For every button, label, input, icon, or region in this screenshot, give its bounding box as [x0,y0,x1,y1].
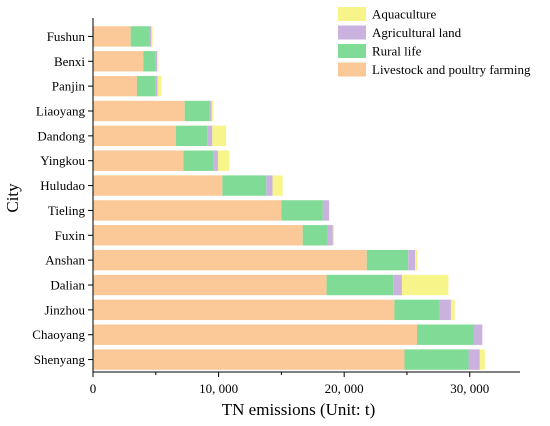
bar-segment [272,175,283,196]
bar-segment [450,299,455,321]
y-tick-label: Anshan [45,253,85,268]
y-tick-label: Chaoyang [32,327,85,342]
y-tick-label: Liaoyang [36,104,86,119]
bar-segment [207,125,213,147]
bar-segment [184,100,210,122]
y-tick-label: Fuxin [55,228,86,243]
y-tick-label: Yingkou [40,153,85,168]
y-tick-label: Fushun [47,29,86,44]
y-axis-ticks: Fushun Benxi Panjin Liaoyang Dandong Yingkou H… [32,29,93,367]
bar-segment [302,225,328,246]
legend-label: Agricultural land [372,25,462,40]
bar-segment [93,125,176,147]
bar-segment [408,249,416,271]
bar-segment [93,249,367,271]
bar-segment [93,349,405,370]
legend-swatch [338,7,366,21]
bar-segment [281,200,323,221]
y-tick-label: Shenyang [34,352,86,367]
bar-segment [332,225,335,246]
bar-segment [93,175,223,196]
bar-segment [211,100,213,122]
y-tick-label: Jinzhou [45,302,86,317]
bar-segment [401,274,449,296]
y-tick-label: Huludao [40,178,85,193]
bar-segment [175,125,208,147]
x-axis-ticks: 0 10, 000 20, 000 30, 000 [90,372,489,396]
bar-segment [93,225,303,246]
x-tick-label: 30, 000 [450,381,489,396]
y-tick-label: Dandong [37,128,85,143]
legend-label: Livestock and poultry farming [372,62,531,77]
bar-segment [93,274,327,296]
y-tick-label: Dalian [50,278,85,293]
bar-segment [209,100,212,122]
x-axis-title: TN emissions (Unit: t) [222,400,375,419]
x-tick-label: 0 [90,381,97,396]
bar-segment [155,51,158,72]
bar-segment [415,249,418,271]
x-tick-label: 10, 000 [199,381,238,396]
bar-segment [222,175,267,196]
y-tick-label: Benxi [54,54,85,69]
legend-swatch [338,25,366,40]
bar-segment [417,324,474,345]
bar-segment [473,324,483,345]
bar-segment [326,274,394,296]
bar-segment [322,200,330,221]
bar-segment [327,225,333,246]
bar-segment [366,249,409,271]
bar-segment [143,51,156,72]
bar-segment [479,349,485,370]
bar-segment [149,26,152,47]
bar-segment [93,75,137,97]
bar-segment [151,26,153,47]
bar-segment [130,26,150,47]
bar-segment [404,349,469,370]
bar-segment [266,175,273,196]
bar-segment [439,299,451,321]
legend: Aquaculture Agricultural land Rural life Li… [338,7,531,77]
bar-segment [155,75,158,97]
bar-segment [213,150,218,171]
bar-segment [217,150,230,171]
bar-segment [93,100,185,122]
bar-segment [468,349,480,370]
bar-marks [93,26,485,370]
legend-swatch [338,44,366,58]
bar-segment [183,150,214,171]
bar-segment [157,51,159,72]
y-axis-title: City [3,183,22,213]
bar-segment [93,200,282,221]
bar-segment [393,274,402,296]
bar-segment [93,150,184,171]
bar-segment [93,324,418,345]
bar-segment [93,51,144,72]
y-tick-label: Tieling [48,203,86,218]
y-tick-label: Panjin [52,79,86,94]
bar-segment [394,299,440,321]
legend-label: Aquaculture [372,7,436,22]
legend-label: Rural life [372,44,422,59]
legend-swatch [338,62,366,77]
bar-segment [93,299,395,321]
x-tick-label: 20, 000 [325,381,364,396]
bar-segment [93,26,131,47]
bar-segment [136,75,156,97]
bar-segment [212,125,227,147]
bar-segment [157,75,162,97]
